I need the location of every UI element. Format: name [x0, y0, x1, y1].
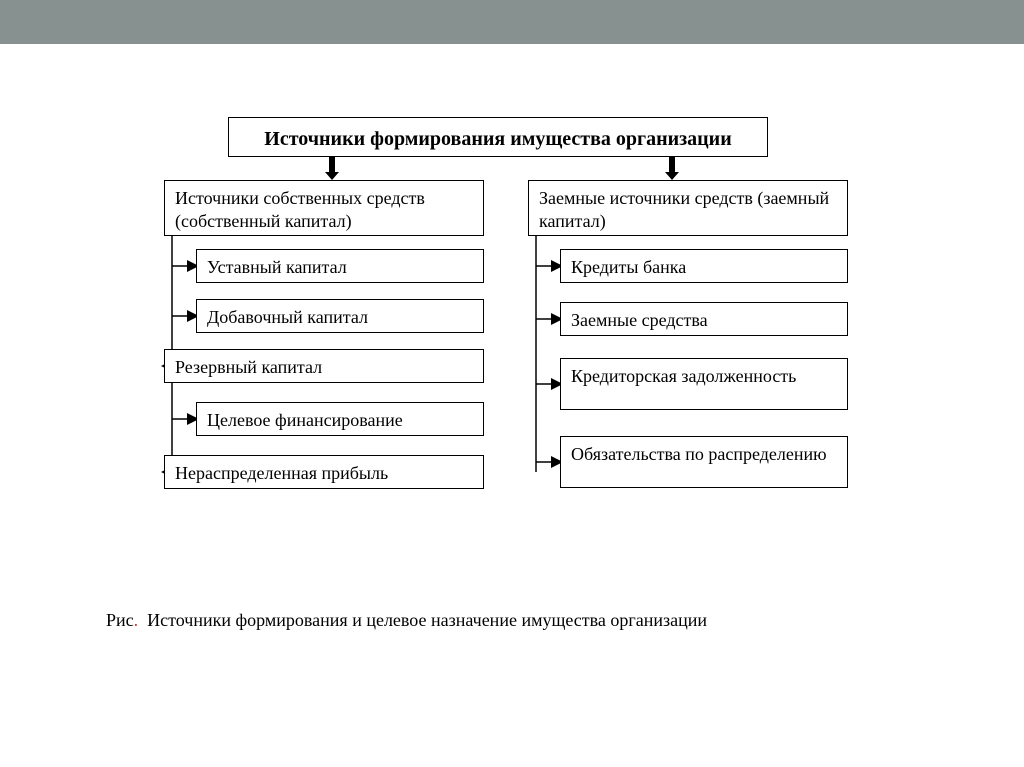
- own-sources-header: Источники собственных средств (собственн…: [164, 180, 484, 236]
- own-item-0-label: Уставный капитал: [207, 257, 347, 277]
- own-item-1-label: Добавочный капитал: [207, 307, 368, 327]
- own-item-4: Нераспределенная прибыль: [164, 455, 484, 489]
- borrowed-item-3: Обязательства по распределению: [560, 436, 848, 488]
- own-item-1: Добавочный капитал: [196, 299, 484, 333]
- borrowed-item-0-label: Кредиты банка: [571, 257, 686, 277]
- own-item-0: Уставный капитал: [196, 249, 484, 283]
- diagram: Источники формирования имущества организ…: [0, 44, 1024, 604]
- borrowed-item-3-label: Обязательства по распределению: [571, 444, 827, 464]
- borrowed-sources-header-text: Заемные источники средств (заемный капит…: [539, 188, 829, 231]
- borrowed-sources-header: Заемные источники средств (заемный капит…: [528, 180, 848, 236]
- own-item-2: Резервный капитал: [164, 349, 484, 383]
- caption-text: Источники формирования и целевое назначе…: [147, 610, 707, 630]
- borrowed-item-1-label: Заемные средства: [571, 310, 708, 330]
- root-title-box: Источники формирования имущества организ…: [228, 117, 768, 157]
- root-title-text: Источники формирования имущества организ…: [264, 128, 731, 150]
- caption-prefix: Рис: [106, 610, 134, 630]
- own-item-4-label: Нераспределенная прибыль: [175, 463, 388, 483]
- borrowed-item-1: Заемные средства: [560, 302, 848, 336]
- own-item-2-label: Резервный капитал: [175, 357, 322, 377]
- own-sources-header-text: Источники собственных средств (собственн…: [175, 188, 425, 231]
- borrowed-item-2-label: Кредиторская задолженность: [571, 366, 796, 386]
- own-item-3-label: Целевое финансирование: [207, 410, 403, 430]
- borrowed-item-0: Кредиты банка: [560, 249, 848, 283]
- borrowed-item-2: Кредиторская задолженность: [560, 358, 848, 410]
- top-band: [0, 0, 1024, 44]
- own-item-3: Целевое финансирование: [196, 402, 484, 436]
- figure-caption: Рис. Источники формирования и целевое на…: [106, 610, 707, 631]
- caption-dot: .: [134, 610, 139, 630]
